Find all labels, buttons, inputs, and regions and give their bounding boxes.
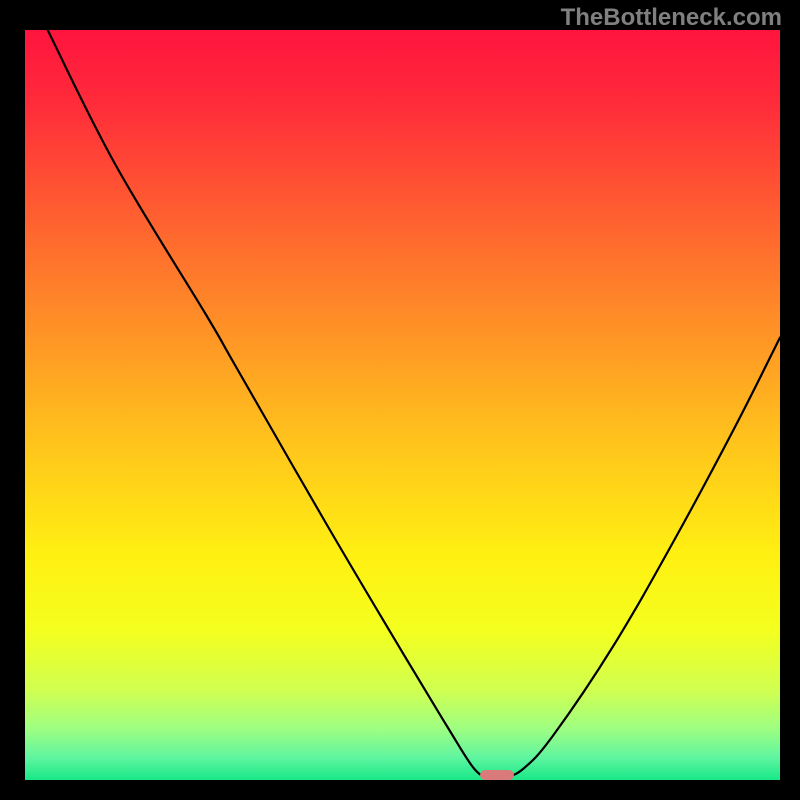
bottleneck-curve bbox=[25, 30, 780, 780]
optimum-marker bbox=[480, 770, 514, 781]
chart-container: TheBottleneck.com bbox=[0, 0, 800, 800]
watermark-text: TheBottleneck.com bbox=[561, 4, 782, 32]
plot-area bbox=[25, 30, 780, 780]
